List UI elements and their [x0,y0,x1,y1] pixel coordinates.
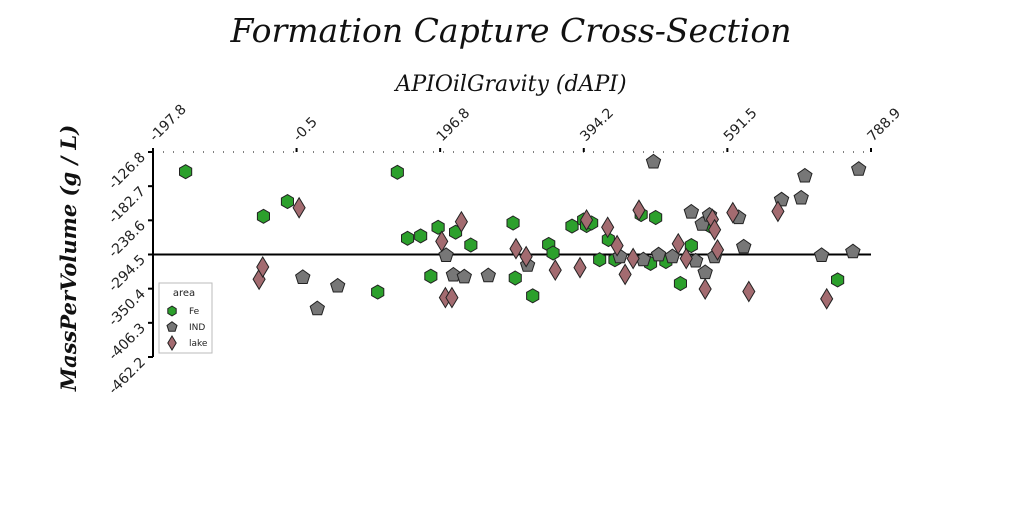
legend-marker-lake [167,335,177,351]
point-lake [509,237,523,260]
point-ind [480,267,496,283]
point-lake [610,234,624,257]
y-tick-label: -126.8 [106,150,149,193]
legend-marker-fe [167,305,177,317]
point-lake [292,196,306,219]
y-axis: -126.8-182.7-238.6-294.5-350.4-406.3-462… [106,150,154,398]
point-ind [309,300,325,316]
point-ind [295,269,311,284]
legend-title: area [173,288,195,299]
point-lake [256,256,270,279]
x-tick-label: 788.9 [865,105,905,145]
point-ind [650,246,667,262]
point-lake [698,278,712,301]
point-fe [371,284,385,300]
point-fe [414,228,428,244]
y-tick-label: -238.6 [106,218,149,261]
x-tick-label: -0.5 [290,114,321,145]
x-axis-title: APIOilGravity (dAPI) [393,72,626,97]
point-lake [519,245,533,268]
point-ind [645,153,662,169]
point-lake [454,210,468,233]
point-fe [390,164,404,180]
point-fe [684,238,698,254]
point-fe [401,230,415,246]
point-lake [601,216,615,239]
point-fe [256,208,270,224]
point-lake [771,200,785,223]
point-lake [618,263,632,286]
x-tick-label: 591.5 [721,105,761,145]
x-axis: -197.8 -0.5 196.8 394.2 591.5 788.9 [147,102,905,153]
point-ind [445,266,462,282]
point-fe [179,164,193,180]
x-tick-label: 394.2 [577,105,617,145]
point-fe [601,231,615,248]
y-tick-label: -294.5 [106,252,149,295]
legend-marker-ind [166,321,178,332]
point-ind [851,161,867,176]
legend: area Fe IND lake [158,282,213,354]
point-lake [445,286,459,309]
y-axis-title: MassPerVolume (g / L) [56,125,81,392]
point-ind [330,277,346,293]
point-ind [813,247,830,262]
y-tick-label: -350.4 [106,286,149,329]
point-lake [710,238,725,261]
point-fe [508,270,522,286]
point-lake [626,247,640,270]
chart-title: Formation Capture Cross-Section [230,11,792,50]
point-fe [280,194,294,210]
point-fe [464,237,478,253]
x-tick-label: -197.8 [147,102,190,145]
data-points [179,153,867,316]
point-fe [565,218,579,234]
point-fe [649,209,663,226]
legend-label: lake [189,339,208,349]
y-tick-label: -406.3 [106,320,149,363]
point-lake [579,208,594,231]
point-lake [632,199,646,222]
point-lake [573,256,587,279]
point-ind [797,167,813,183]
point-lake [708,218,722,241]
point-lake [820,287,834,310]
point-lake [742,280,756,303]
x-tick-label: 196.8 [434,105,474,145]
point-ind [438,247,454,262]
point-ind [456,268,472,284]
point-lake [671,232,685,255]
point-fe [593,252,607,268]
point-ind [845,243,861,259]
point-lake [548,259,562,282]
point-ind [793,189,809,205]
legend-label: Fe [189,307,200,317]
point-lake [679,247,693,270]
y-tick-label: -462.2 [106,355,149,398]
point-lake [435,230,449,253]
point-fe [506,215,520,231]
legend-label: IND [189,323,205,333]
y-tick-label: -182.7 [106,184,149,227]
legend-box [158,282,213,354]
point-ind [736,238,752,254]
point-fe [831,272,845,288]
point-fe [431,219,445,235]
point-lake [726,201,740,224]
point-fe [526,288,540,304]
point-fe [546,245,560,261]
point-fe [424,268,438,284]
point-ind [683,203,700,219]
point-fe [673,275,687,292]
